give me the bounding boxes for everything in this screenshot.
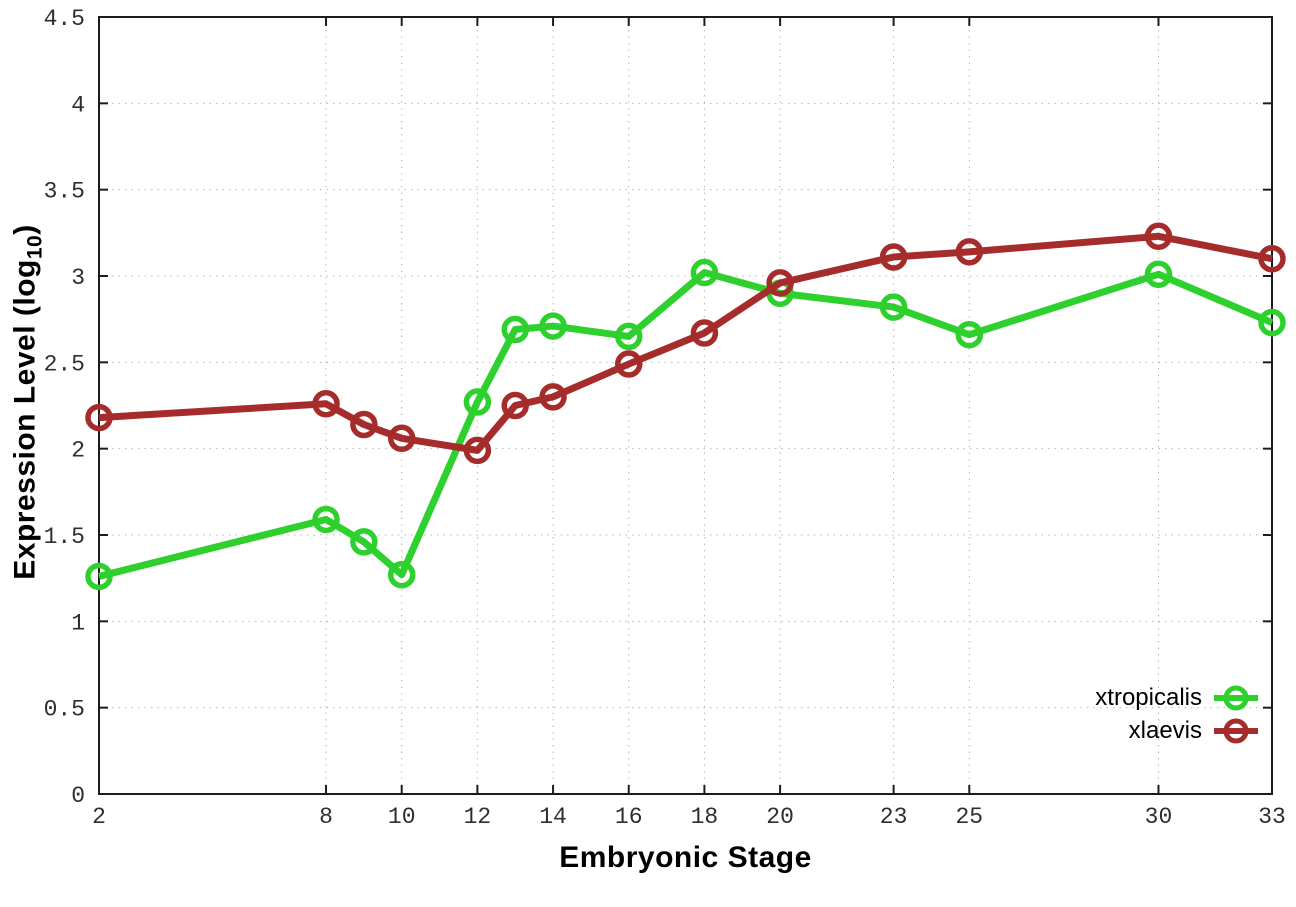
x-tick-label: 20 xyxy=(766,804,794,830)
y-tick-label: 3 xyxy=(71,265,85,291)
legend-label: xtropicalis xyxy=(1095,684,1202,711)
x-tick-label: 14 xyxy=(539,804,567,830)
series-line-xtropicalis xyxy=(98,269,1274,580)
y-axis-title-subscript: 10 xyxy=(23,234,47,260)
data-point-xlaevis xyxy=(766,269,794,297)
legend-entry-xlaevis: xlaevis xyxy=(1095,716,1260,746)
data-point-xtropicalis xyxy=(1258,308,1286,337)
x-tick-label: 12 xyxy=(464,804,492,830)
y-axis-title: Expression Level (log10) xyxy=(9,224,48,579)
data-point-xtropicalis xyxy=(614,322,643,351)
x-tick-label: 18 xyxy=(691,804,719,830)
data-point-xlaevis xyxy=(463,436,492,465)
data-point-xtropicalis xyxy=(312,505,340,534)
x-tick-label: 25 xyxy=(955,804,983,830)
data-point-xlaevis xyxy=(312,390,340,418)
y-tick-label: 4 xyxy=(71,92,85,118)
data-point-xlaevis xyxy=(85,403,113,432)
data-point-xlaevis xyxy=(539,383,567,411)
x-tick-label: 23 xyxy=(880,804,908,830)
data-point-xlaevis xyxy=(387,424,416,453)
data-point-xtropicalis xyxy=(539,312,567,340)
legend-marker-xtropicalis xyxy=(1214,685,1258,711)
legend-label: xlaevis xyxy=(1128,717,1202,744)
data-point-xtropicalis xyxy=(879,293,908,321)
data-point-xtropicalis xyxy=(350,528,378,556)
x-tick-label: 30 xyxy=(1145,804,1173,830)
y-tick-label: 2 xyxy=(71,438,85,464)
y-axis-title-main: Expression Level (log xyxy=(8,259,42,580)
data-point-xlaevis xyxy=(879,243,908,271)
legend: xtropicalis xlaevis xyxy=(1095,683,1260,746)
data-point-xtropicalis xyxy=(85,562,113,591)
x-tick-label: 10 xyxy=(388,804,416,830)
legend-circle-marker xyxy=(1223,718,1249,744)
y-tick-label: 1.5 xyxy=(44,524,85,550)
x-axis-title: Embryonic Stage xyxy=(559,841,812,874)
data-point-xlaevis xyxy=(955,238,984,266)
data-point-xlaevis xyxy=(1144,222,1173,251)
y-tick-label: 3.5 xyxy=(44,179,85,205)
x-tick-label: 16 xyxy=(615,804,643,830)
data-point-xtropicalis xyxy=(1144,260,1173,289)
x-tick-label: 2 xyxy=(92,804,106,830)
y-tick-label: 0 xyxy=(71,783,85,809)
data-point-xlaevis xyxy=(501,391,529,420)
y-tick-label: 2.5 xyxy=(44,351,85,377)
data-point-xtropicalis xyxy=(501,315,529,344)
series-line-xlaevis xyxy=(98,232,1273,454)
data-point-xlaevis xyxy=(614,350,643,378)
data-point-xtropicalis xyxy=(463,388,492,416)
legend-circle-marker xyxy=(1223,685,1249,711)
data-point-xtropicalis xyxy=(690,258,719,287)
data-point-xlaevis xyxy=(1258,244,1286,273)
y-axis-title-close: ) xyxy=(8,224,42,235)
data-point-xtropicalis xyxy=(955,320,984,349)
legend-entry-xtropicalis: xtropicalis xyxy=(1095,683,1260,713)
y-tick-label: 1 xyxy=(71,610,85,636)
legend-marker-xlaevis xyxy=(1214,718,1258,744)
y-tick-label: 4.5 xyxy=(44,6,85,32)
data-point-xtropicalis xyxy=(387,560,416,589)
data-point-xlaevis xyxy=(350,410,378,439)
x-tick-label: 8 xyxy=(319,804,333,830)
data-point-xlaevis xyxy=(690,319,719,347)
x-tick-label: 33 xyxy=(1258,804,1286,830)
y-tick-label: 0.5 xyxy=(44,697,85,723)
